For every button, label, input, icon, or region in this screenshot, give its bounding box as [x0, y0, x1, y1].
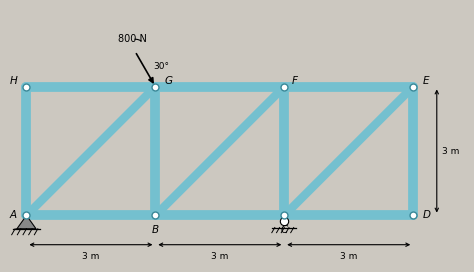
- Text: 30°: 30°: [153, 62, 169, 71]
- Text: A: A: [10, 211, 17, 221]
- Text: 3 m: 3 m: [340, 252, 357, 261]
- Text: F: F: [292, 76, 298, 86]
- Text: D: D: [423, 211, 430, 221]
- Text: C: C: [281, 225, 288, 235]
- Text: 800 N: 800 N: [118, 33, 147, 44]
- Text: H: H: [9, 76, 17, 86]
- Text: 3 m: 3 m: [82, 252, 100, 261]
- Text: 3 m: 3 m: [442, 147, 459, 156]
- Polygon shape: [17, 215, 36, 229]
- Text: B: B: [152, 225, 159, 235]
- Text: E: E: [423, 76, 429, 86]
- Text: 3 m: 3 m: [211, 252, 228, 261]
- Text: G: G: [165, 76, 173, 86]
